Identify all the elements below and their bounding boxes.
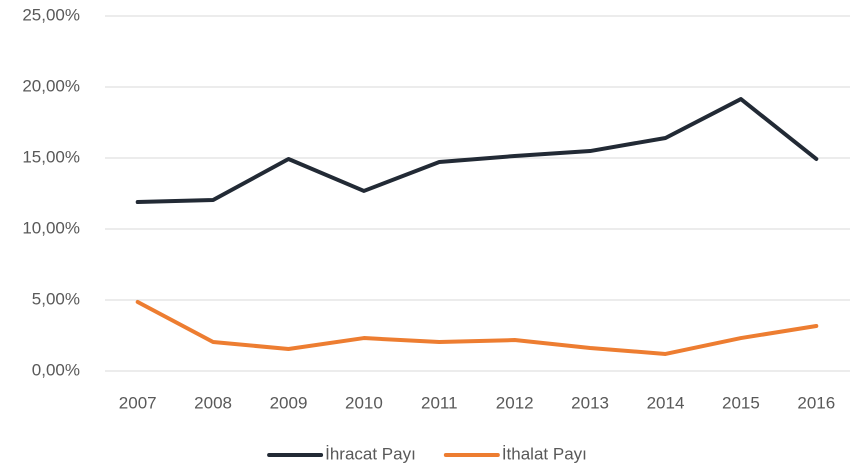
x-tick-label: 2011 xyxy=(421,393,458,412)
y-tick-label: 25,00% xyxy=(22,5,80,24)
y-tick-label: 20,00% xyxy=(22,76,80,95)
legend-label: İhracat Payı xyxy=(325,444,416,463)
y-tick-label: 5,00% xyxy=(32,289,80,308)
x-tick-label: 2010 xyxy=(345,393,383,412)
x-tick-label: 2014 xyxy=(647,393,685,412)
x-tick-label: 2016 xyxy=(797,393,835,412)
y-tick-label: 15,00% xyxy=(22,147,80,166)
x-tick-label: 2008 xyxy=(194,393,232,412)
x-tick-label: 2007 xyxy=(119,393,157,412)
data-line xyxy=(135,97,819,205)
data-line xyxy=(135,299,819,356)
x-tick-label: 2009 xyxy=(270,393,308,412)
y-tick-label: 10,00% xyxy=(22,218,80,237)
x-tick-label: 2013 xyxy=(571,393,609,412)
y-tick-label: 0,00% xyxy=(32,360,80,379)
x-tick-label: 2015 xyxy=(722,393,760,412)
legend-label: İthalat Payı xyxy=(502,444,587,463)
x-tick-label: 2012 xyxy=(496,393,534,412)
